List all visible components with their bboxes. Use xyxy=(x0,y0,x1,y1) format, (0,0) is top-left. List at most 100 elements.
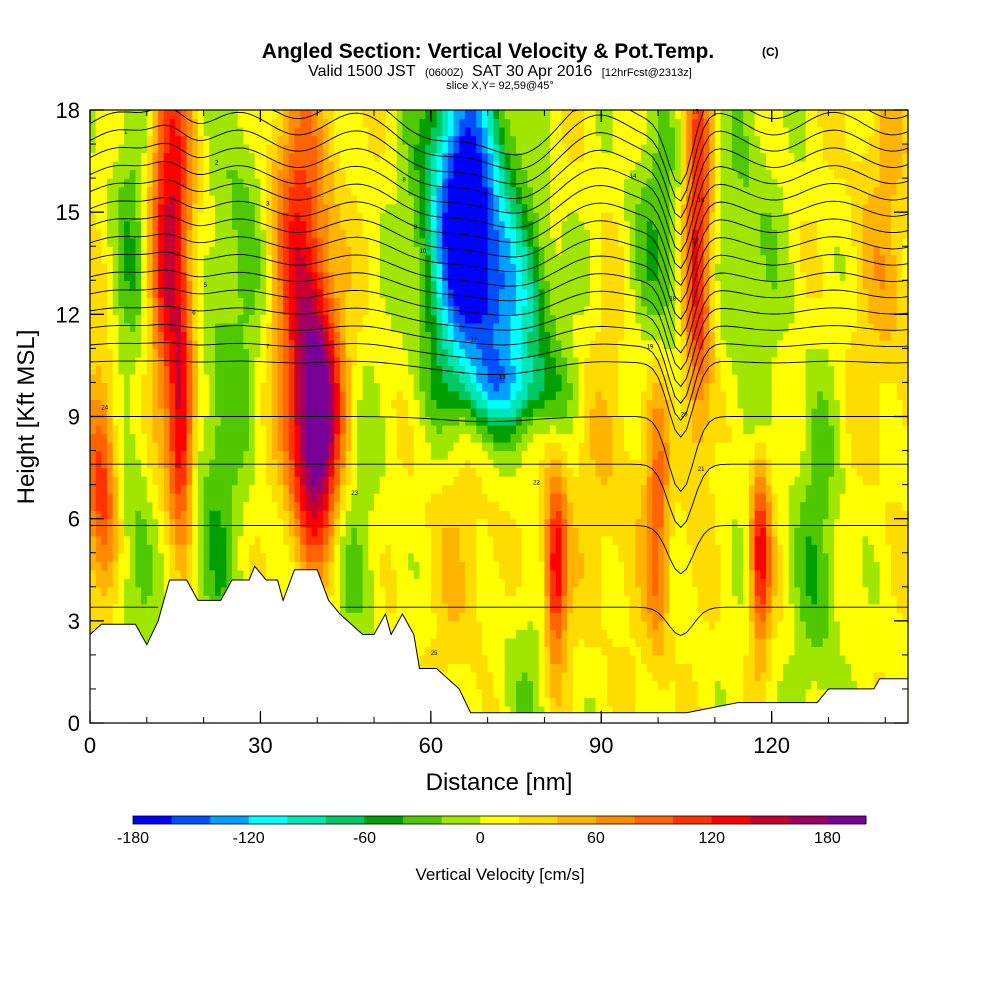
velocity-cell xyxy=(413,127,421,137)
velocity-cell xyxy=(459,646,466,656)
velocity-cell xyxy=(180,476,188,486)
velocity-cell xyxy=(447,135,455,145)
velocity-cell xyxy=(453,178,460,188)
velocity-cell xyxy=(175,169,182,179)
velocity-cell xyxy=(476,314,483,324)
velocity-cell xyxy=(453,612,460,622)
velocity-cell xyxy=(374,229,381,239)
velocity-cell xyxy=(203,425,210,435)
velocity-cell xyxy=(391,467,398,477)
velocity-cell xyxy=(271,229,279,239)
velocity-cell xyxy=(470,229,477,239)
velocity-cell xyxy=(169,271,176,281)
velocity-cell xyxy=(476,416,483,426)
velocity-cell xyxy=(271,135,279,145)
velocity-cell xyxy=(317,237,324,247)
velocity-cell xyxy=(419,271,426,281)
velocity-cell xyxy=(464,297,472,307)
velocity-cell xyxy=(305,271,313,281)
velocity-cell xyxy=(152,467,159,477)
velocity-cell xyxy=(260,416,267,426)
velocity-cell xyxy=(413,356,421,367)
velocity-cell xyxy=(413,629,421,639)
velocity-cell xyxy=(277,263,284,273)
velocity-cell xyxy=(112,118,119,128)
velocity-cell xyxy=(345,169,352,179)
velocity-cell xyxy=(430,535,438,545)
velocity-cell xyxy=(141,510,148,520)
velocity-cell xyxy=(385,433,392,443)
velocity-cell xyxy=(277,203,284,213)
velocity-cell xyxy=(101,416,108,426)
velocity-cell xyxy=(476,654,483,664)
velocity-cell xyxy=(419,416,426,426)
velocity-cell xyxy=(124,459,131,469)
velocity-cell xyxy=(220,314,227,324)
velocity-cell xyxy=(271,110,279,120)
velocity-cell xyxy=(135,297,142,307)
velocity-cell xyxy=(260,178,267,188)
velocity-cell xyxy=(334,578,341,588)
velocity-cell xyxy=(453,203,460,213)
velocity-cell xyxy=(163,535,171,545)
velocity-cell xyxy=(459,637,466,647)
velocity-cell xyxy=(379,144,386,154)
velocity-cell xyxy=(209,561,216,571)
velocity-cell xyxy=(107,484,114,494)
velocity-cell xyxy=(192,365,199,375)
velocity-cell xyxy=(408,297,415,307)
velocity-cell xyxy=(232,365,239,375)
velocity-cell xyxy=(152,459,159,469)
velocity-cell xyxy=(385,263,392,273)
velocity-cell xyxy=(249,365,256,375)
velocity-cell xyxy=(152,263,159,273)
velocity-cell xyxy=(266,195,273,205)
velocity-cell xyxy=(237,118,244,128)
velocity-cell xyxy=(129,314,137,324)
velocity-cell xyxy=(158,152,165,162)
velocity-cell xyxy=(135,459,142,469)
velocity-cell xyxy=(135,407,142,418)
velocity-cell xyxy=(266,527,273,537)
velocity-cell xyxy=(430,561,438,571)
velocity-cell xyxy=(124,271,131,281)
velocity-cell xyxy=(118,254,125,264)
velocity-cell xyxy=(396,612,404,622)
velocity-cell xyxy=(180,110,188,120)
velocity-cell xyxy=(408,305,415,315)
velocity-cell xyxy=(260,271,267,281)
velocity-cell xyxy=(254,552,262,562)
velocity-cell xyxy=(470,459,477,469)
velocity-cell xyxy=(107,595,114,605)
velocity-cell xyxy=(408,552,415,562)
velocity-cell xyxy=(385,476,392,486)
velocity-cell xyxy=(408,195,415,205)
velocity-cell xyxy=(413,578,421,588)
velocity-cell xyxy=(112,552,119,562)
velocity-cell xyxy=(260,561,267,571)
chart-subtitle: Valid 1500 JST (0600Z) SAT 30 Apr 2016 [… xyxy=(308,63,692,80)
velocity-cell xyxy=(220,331,227,341)
velocity-cell xyxy=(266,322,273,332)
velocity-cell xyxy=(283,373,290,384)
velocity-cell xyxy=(135,195,142,205)
velocity-cell xyxy=(152,229,159,239)
velocity-cell xyxy=(158,144,165,154)
velocity-cell xyxy=(95,459,102,469)
velocity-cell xyxy=(362,552,369,562)
velocity-cell xyxy=(186,135,193,145)
velocity-cell xyxy=(464,271,472,281)
velocity-cell xyxy=(402,459,409,469)
velocity-cell xyxy=(237,237,244,247)
velocity-cell xyxy=(311,135,318,145)
velocity-cell xyxy=(391,501,398,511)
velocity-cell xyxy=(146,561,154,571)
velocity-cell xyxy=(391,169,398,179)
velocity-cell xyxy=(345,450,352,460)
velocity-cell xyxy=(470,288,477,298)
velocity-cell xyxy=(379,459,386,469)
velocity-cell xyxy=(476,118,483,128)
velocity-cell xyxy=(447,288,455,298)
velocity-cell xyxy=(453,169,460,179)
velocity-cell xyxy=(209,348,216,358)
